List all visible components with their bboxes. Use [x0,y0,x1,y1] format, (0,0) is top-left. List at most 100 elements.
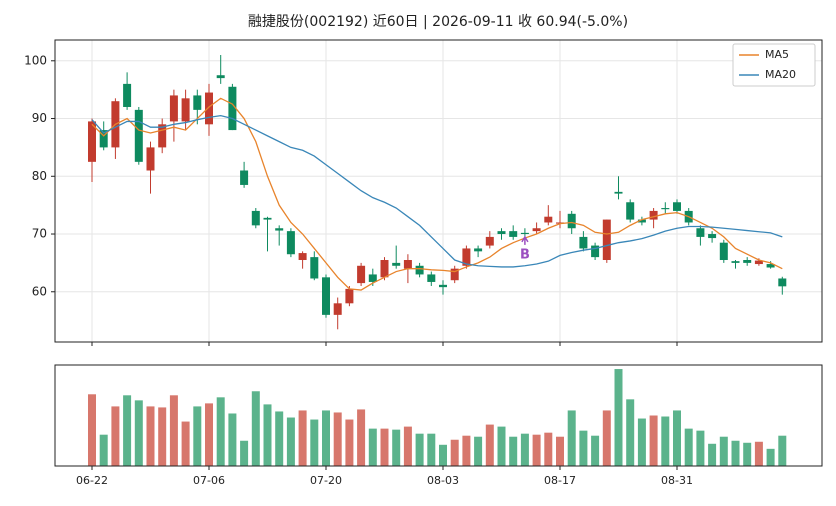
volume-bar [778,435,787,466]
annotation-arrow [521,235,529,245]
volume-bar [661,416,670,466]
candle-body [509,231,518,237]
volume-bar [754,441,763,466]
volume-bar [649,415,658,466]
volume-bar [766,448,775,466]
volume-bar [310,419,319,466]
candle-body [719,242,728,261]
plot-frame [54,39,823,343]
candle-body [88,121,96,162]
candle-body [485,236,494,246]
volume-bar [111,406,120,466]
candle-body [637,219,646,223]
volume-bar [450,439,459,466]
ma-line [91,97,783,291]
volume-bar [556,436,564,466]
volume-bar [731,440,740,466]
candle-body [708,234,717,239]
volume-bar [696,430,705,466]
volume-bar [263,404,272,466]
candle-body [298,253,307,261]
volume-bar [532,434,541,466]
volume-bar [626,399,635,466]
volume-bar [123,395,132,466]
volume-bar [380,428,389,466]
candle-body [123,83,132,107]
candle-body [368,274,377,282]
candle-body [286,231,295,255]
candle-body [333,303,342,315]
candle-body [403,260,412,269]
candle-body [673,202,681,211]
candle-body [322,277,330,315]
volume-bar [743,442,752,466]
candle-body [696,228,705,237]
volume-bar [88,394,96,466]
candle-body [357,265,366,284]
volume-bar [719,436,728,466]
x-tick-label: 07-06 [193,474,225,487]
candle-body [649,210,658,220]
candle-body [205,92,213,125]
volume-bar [240,440,249,466]
candle-body [216,75,225,79]
volume-bar [99,434,108,466]
candle-body [450,268,459,281]
annotation-text: B [520,247,530,262]
candle-body [251,210,260,226]
y-tick-label: 70 [32,227,47,241]
candle-body [544,216,553,223]
chart-title: 融捷股份(002192) 近60日 | 2026-09-11 收 60.94(-… [248,14,628,30]
y-tick-label: 80 [32,169,47,183]
volume-bar [684,428,693,466]
y-tick-label: 60 [32,284,47,298]
candle-body [778,278,787,287]
volume-bar [134,400,143,466]
candle-body [193,95,202,110]
volume-bar [462,435,471,466]
candle-body [614,191,623,194]
volume-bar [298,410,307,466]
candle-body [661,208,670,210]
volume-bar [286,417,295,466]
x-tick-label: 08-31 [661,474,693,487]
volume-bar [591,435,600,466]
volume-frame [54,364,823,467]
candle-body [263,217,272,220]
volume-bar [322,410,330,466]
volume-bar [439,444,447,466]
candle-body [240,170,249,185]
volume-bar [403,426,412,466]
candle-body [427,274,436,282]
candle-body [754,260,763,265]
volume-bar [509,436,518,466]
candle-body [228,86,237,131]
candle-body [602,219,611,261]
volume-bar [614,369,623,466]
x-tick-label: 07-20 [310,474,342,487]
candle-body [134,109,143,162]
volume-bar [567,410,576,466]
volume-bar [158,407,167,466]
candle-body [462,248,471,266]
candle-body [766,264,775,268]
volume-bar [485,424,494,466]
volume-bar [169,395,178,466]
legend-label: MA20 [765,68,796,81]
volume-bar [333,412,342,466]
volume-bar [275,411,284,466]
candle-body [497,231,506,235]
volume-bar [708,443,717,466]
candle-body [591,245,600,258]
candle-body [743,260,752,263]
volume-bar [345,419,354,466]
volume-bar [474,436,483,466]
candle-body [380,260,389,278]
y-tick-label: 100 [24,53,47,67]
x-tick-label: 08-17 [544,474,576,487]
candle-body [579,236,588,249]
volume-bar [415,433,424,466]
candle-body [169,95,178,122]
candle-body [181,98,190,122]
volume-bar [392,429,401,466]
